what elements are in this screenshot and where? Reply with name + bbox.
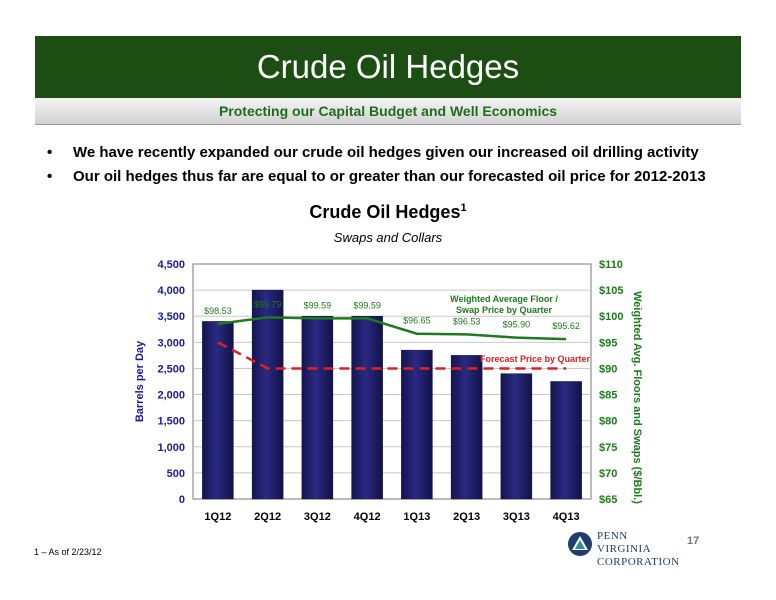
- footnote: 1 – As of 2/23/12: [34, 547, 102, 557]
- subtitle-bar: Protecting our Capital Budget and Well E…: [35, 98, 741, 125]
- hedge-data-label: $99.59: [304, 300, 332, 310]
- page-number: 17: [687, 535, 700, 547]
- y-tick-label: 1,500: [157, 416, 185, 428]
- bullet-text: We have recently expanded our crude oil …: [73, 144, 699, 161]
- hedge-data-label: $96.65: [403, 316, 431, 326]
- y-tick-label: 3,500: [157, 311, 185, 323]
- y2-tick-label: $110: [599, 259, 623, 271]
- bullet-item: • Our oil hedges thus far are equal to or…: [45, 165, 745, 189]
- y2-tick-label: $105: [599, 285, 623, 297]
- x-tick-label: 3Q12: [304, 511, 331, 523]
- y2-axis-title: Weighted Avg. Floors and Swaps ($/Bbl.): [631, 291, 643, 504]
- y-tick-label: 1,000: [157, 442, 185, 454]
- page-subtitle: Protecting our Capital Budget and Well E…: [218, 103, 558, 119]
- y2-tick-label: $75: [599, 442, 617, 454]
- bullet-item: • We have recently expanded our crude oil…: [45, 141, 745, 165]
- y-tick-label: 4,500: [157, 259, 185, 271]
- y-tick-label: 2,500: [157, 363, 185, 375]
- chart-title-text: Crude Oil Hedges: [309, 202, 461, 222]
- y-axis-title: Barrels per Day: [134, 340, 146, 422]
- title-banner: Crude Oil Hedges: [35, 36, 741, 98]
- page-title: Crude Oil Hedges: [256, 48, 520, 85]
- bar: [401, 349, 433, 500]
- y2-tick-label: $95: [599, 337, 617, 349]
- bullet-list: • We have recently expanded our crude oil…: [45, 141, 745, 189]
- triangle-mountain-icon: [568, 532, 592, 556]
- y-tick-label: 500: [167, 468, 185, 480]
- bullet-dot: •: [47, 144, 53, 161]
- hedge-series-label: Weighted Average Floor / Swap Price by Qu…: [450, 294, 558, 315]
- bar: [202, 321, 234, 500]
- forecast-price-line: [217, 341, 567, 370]
- bullet-dot: •: [47, 168, 53, 185]
- x-tick-label: 2Q13: [453, 511, 480, 523]
- chart-subtitle: Swaps and Collars: [333, 230, 443, 245]
- y2-tick-label: $65: [599, 494, 617, 506]
- bar: [351, 315, 383, 500]
- hedge-price-line: [217, 316, 567, 341]
- chart-title-footnote-marker: 1: [460, 202, 467, 214]
- bar: [301, 315, 334, 500]
- y-tick-label: 2,000: [157, 390, 185, 402]
- hedge-data-label: $95.90: [503, 320, 531, 330]
- y2-tick-label: $85: [599, 390, 617, 402]
- logo-line-1: PENN VIRGINIA: [597, 530, 652, 555]
- logo-text: PENN VIRGINIA CORPORATION: [597, 530, 680, 569]
- hedge-data-label: $99.79: [254, 299, 282, 309]
- hedge-data-label: $95.62: [552, 321, 580, 331]
- y2-tick-label: $70: [599, 468, 617, 480]
- y-tick-label: 0: [179, 494, 185, 506]
- bar: [251, 289, 284, 500]
- bullet-text: Our oil hedges thus far are equal to or …: [73, 168, 706, 185]
- logo-line-2: CORPORATION: [597, 556, 680, 568]
- x-tick-label: 4Q12: [354, 511, 381, 523]
- y2-tick-label: $100: [599, 311, 623, 323]
- bar: [450, 355, 483, 500]
- hedge-data-label: $99.59: [353, 300, 381, 310]
- x-tick-label: 2Q12: [254, 511, 281, 523]
- company-logo: PENN VIRGINIA CORPORATION: [567, 530, 679, 568]
- hedge-data-label: $98.53: [204, 306, 232, 316]
- y2-tick-label: $90: [599, 363, 617, 375]
- y-tick-label: 4,000: [157, 285, 185, 297]
- x-tick-label: 1Q13: [403, 511, 430, 523]
- bar: [500, 373, 533, 500]
- x-tick-label: 3Q13: [503, 511, 530, 523]
- chart-title: Crude Oil Hedges1: [0, 202, 776, 223]
- y-tick-label: 3,000: [157, 337, 185, 349]
- y2-tick-label: $80: [599, 416, 617, 428]
- x-tick-label: 4Q13: [553, 511, 580, 523]
- x-tick-label: 1Q12: [204, 511, 231, 523]
- bar: [550, 381, 582, 500]
- hedge-data-label: $96.53: [453, 316, 481, 326]
- forecast-series-label: Forecast Price by Quarter: [480, 354, 591, 364]
